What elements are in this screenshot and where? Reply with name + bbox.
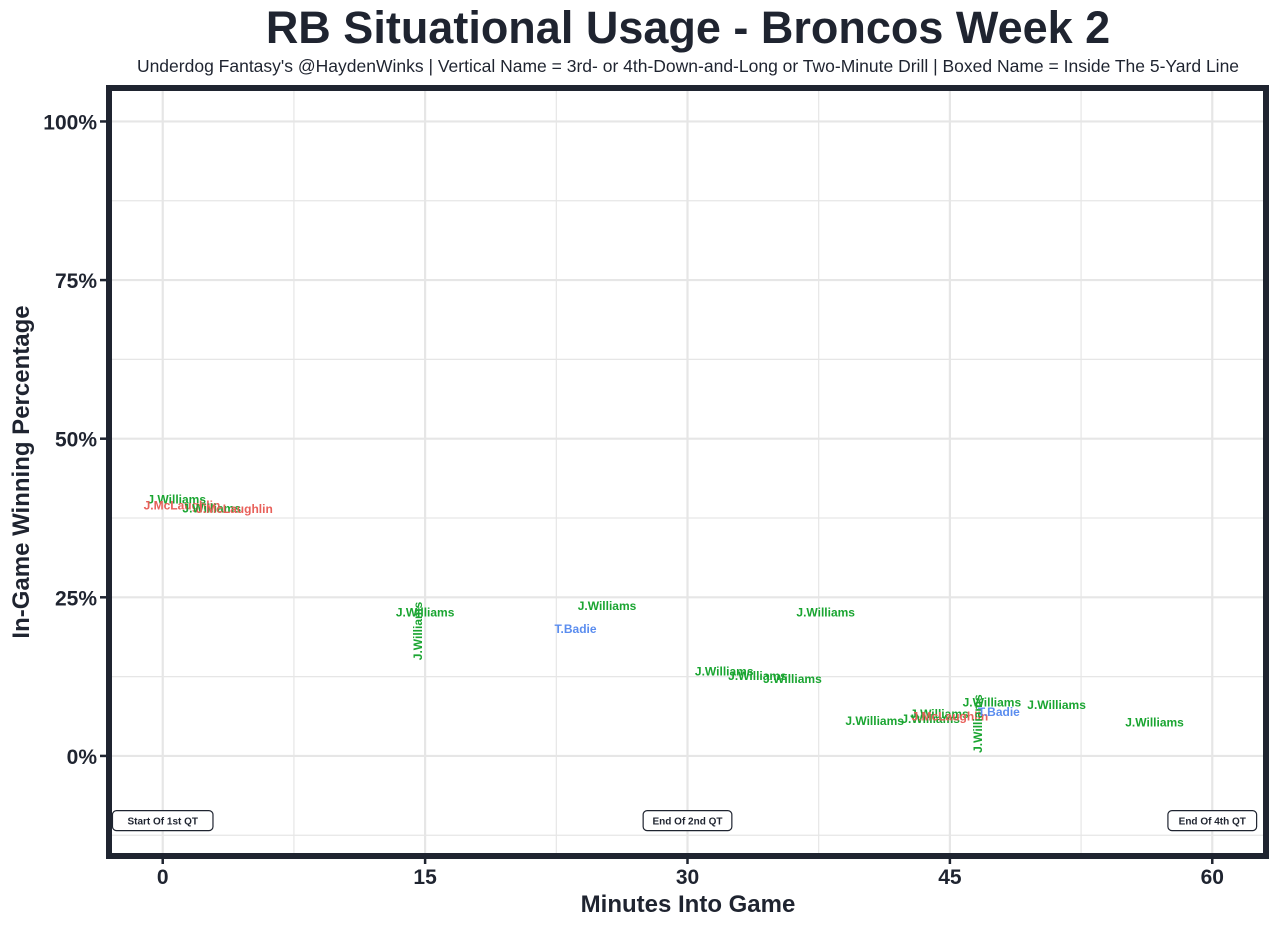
quarter-annotation-label: End Of 4th QT — [1179, 816, 1246, 827]
y-axis-label: In-Game Winning Percentage — [8, 305, 35, 638]
y-tick-label: 50% — [55, 429, 97, 452]
y-tick-label: 25% — [55, 587, 97, 610]
grid-lines — [112, 91, 1263, 853]
quarter-annotation-label: End Of 2nd QT — [653, 816, 723, 827]
quarter-annotation-box — [111, 810, 214, 832]
player-point-label: J.Williams — [411, 601, 425, 660]
player-point-label: J.Williams — [910, 707, 969, 721]
quarter-annotation-label: Start Of 1st QT — [127, 816, 198, 827]
player-point-label: J.Williams — [796, 606, 855, 620]
quarter-annotation-box — [642, 810, 733, 832]
player-point-label: J.Williams — [182, 501, 241, 515]
player-point-label: J.Williams — [695, 665, 754, 679]
player-point-label: J.McLaughlin — [144, 498, 221, 512]
player-point-label: J.McLaughlin — [912, 710, 989, 724]
player-point-label: J.Williams — [971, 694, 985, 753]
player-point-label: J.Williams — [901, 712, 960, 726]
x-tick-label: 30 — [676, 866, 699, 889]
x-tick-label: 0 — [157, 866, 169, 889]
x-tick-label: 15 — [413, 866, 437, 889]
player-point-label: J.Williams — [763, 672, 822, 686]
quarter-annotation-box — [1167, 810, 1258, 832]
quarter-annotations: Start Of 1st QT End Of 2nd QT End Of 4th Q… — [111, 810, 1258, 832]
player-point-label: J.Williams — [963, 696, 1022, 710]
player-point-label: J.Williams — [578, 599, 637, 613]
chart-title: RB Situational Usage - Broncos Week 2 — [265, 2, 1111, 53]
player-labels: J.WilliamsJ.McLaughlinJ.WilliamsJ.McLaug… — [144, 493, 1185, 753]
x-tick-label: 60 — [1201, 866, 1224, 889]
player-point-label: J.Williams — [147, 493, 206, 507]
axis-ticks: 0 15 30 45 60 0% 25% 50% 75% 100% — [43, 111, 1224, 889]
player-point-label: J.McLaughlin — [196, 502, 273, 516]
y-tick-label: 100% — [43, 111, 97, 134]
player-point-label: T.Badie — [978, 705, 1020, 719]
player-point-label: T.Badie — [555, 622, 597, 636]
player-point-label: J.Williams — [1125, 715, 1184, 729]
y-tick-label: 0% — [67, 746, 98, 769]
x-tick-label: 45 — [938, 866, 962, 889]
y-tick-label: 75% — [55, 270, 97, 293]
player-point-label: J.Williams — [728, 669, 787, 683]
chart-subtitle: Underdog Fantasy's @HaydenWinks | Vertic… — [136, 56, 1240, 76]
player-point-label: J.Williams — [845, 714, 904, 728]
player-point-label: J.Williams — [1027, 698, 1086, 712]
player-point-label: J.Williams — [396, 606, 455, 620]
x-axis-label: Minutes Into Game — [581, 891, 796, 918]
